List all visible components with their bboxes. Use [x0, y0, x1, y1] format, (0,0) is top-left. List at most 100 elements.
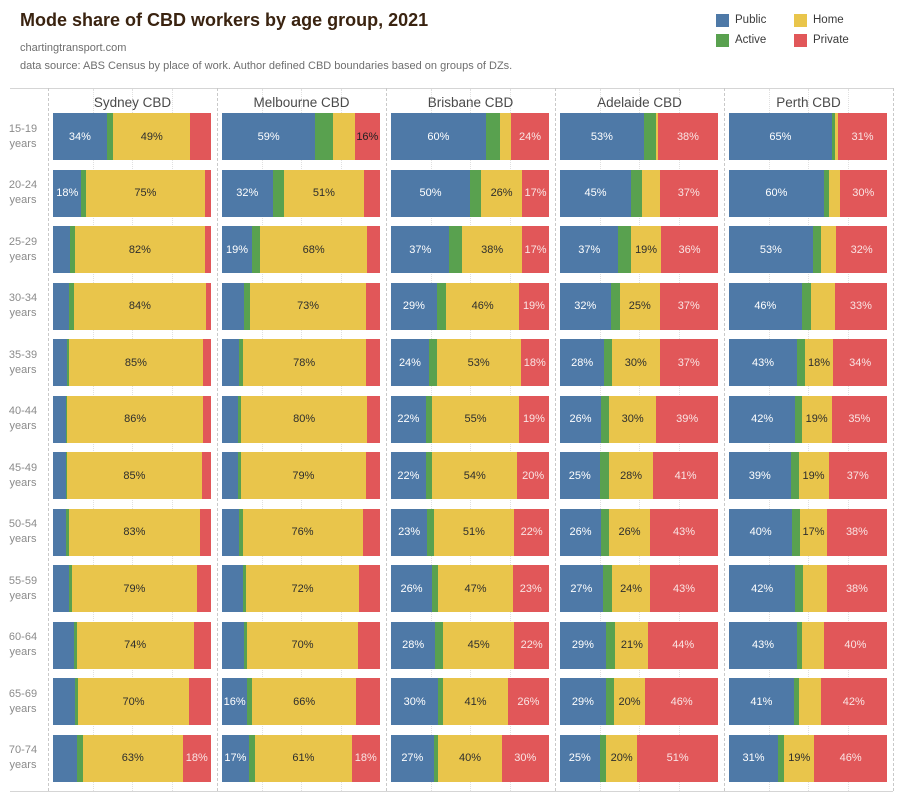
bar-segment-public[interactable]: [53, 452, 66, 499]
bar-segment-private[interactable]: [201, 452, 211, 499]
bar-segment-private[interactable]: [188, 678, 211, 725]
bar-segment-active[interactable]: [106, 113, 114, 160]
bar-segment-private[interactable]: [196, 565, 211, 612]
bar-segment-private[interactable]: 43%: [650, 508, 718, 556]
bar-segment-active[interactable]: [425, 395, 433, 443]
bar-segment-public[interactable]: [222, 395, 238, 443]
bar-segment-public[interactable]: 29%: [560, 621, 606, 669]
bar-segment-home[interactable]: [801, 621, 824, 669]
bar-segment-home[interactable]: 80%: [240, 395, 368, 443]
bar-segment-private[interactable]: 19%: [518, 395, 549, 443]
bar-segment-home[interactable]: 47%: [438, 565, 513, 612]
bar-segment-home[interactable]: 49%: [113, 113, 191, 160]
bar-segment-active[interactable]: [425, 452, 433, 499]
bar-segment-active[interactable]: [73, 621, 77, 669]
bar-segment-public[interactable]: [53, 282, 69, 330]
bar-segment-public[interactable]: 50%: [391, 169, 470, 217]
bar-segment-private[interactable]: [190, 113, 211, 160]
bar-segment-active[interactable]: [470, 169, 482, 217]
bar-segment-public[interactable]: 41%: [729, 678, 794, 725]
bar-segment-private[interactable]: 46%: [814, 734, 887, 782]
bar-segment-public[interactable]: 59%: [222, 113, 316, 160]
bar-segment-home[interactable]: 30%: [612, 339, 660, 386]
bar-segment-private[interactable]: [365, 452, 380, 499]
bar-segment-public[interactable]: [53, 339, 68, 386]
bar-segment-public[interactable]: 23%: [391, 508, 428, 556]
bar-segment-private[interactable]: 18%: [520, 339, 549, 386]
bar-segment-active[interactable]: [801, 282, 812, 330]
bar-segment-private[interactable]: 41%: [653, 452, 718, 499]
bar-segment-active[interactable]: [65, 452, 68, 499]
bar-segment-active[interactable]: [604, 339, 613, 386]
bar-segment-public[interactable]: 17%: [222, 734, 249, 782]
bar-segment-home[interactable]: 26%: [481, 169, 523, 217]
bar-segment-home[interactable]: 72%: [245, 565, 360, 612]
bar-segment-home[interactable]: 79%: [71, 565, 197, 612]
bar-segment-home[interactable]: 25%: [620, 282, 660, 330]
bar-segment-private[interactable]: 37%: [659, 339, 718, 386]
bar-segment-home[interactable]: 26%: [608, 508, 651, 556]
bar-segment-home[interactable]: 20%: [605, 734, 638, 782]
bar-segment-public[interactable]: 32%: [560, 282, 611, 330]
bar-segment-private[interactable]: [364, 169, 380, 217]
bar-segment-active[interactable]: [433, 734, 439, 782]
bar-segment-active[interactable]: [823, 169, 829, 217]
bar-segment-private[interactable]: 17%: [522, 169, 549, 217]
bar-segment-home[interactable]: 21%: [615, 621, 649, 669]
bar-segment-private[interactable]: [362, 508, 380, 556]
bar-segment-active[interactable]: [68, 282, 74, 330]
bar-segment-home[interactable]: [834, 113, 838, 160]
bar-segment-public[interactable]: 39%: [729, 452, 791, 499]
bar-segment-active[interactable]: [67, 339, 69, 386]
bar-segment-active[interactable]: [602, 565, 613, 612]
bar-segment-public[interactable]: [53, 565, 69, 612]
bar-segment-home[interactable]: 17%: [800, 508, 827, 556]
bar-segment-active[interactable]: [436, 282, 447, 330]
bar-segment-private[interactable]: 36%: [661, 226, 718, 273]
bar-segment-home[interactable]: 19%: [631, 226, 662, 273]
bar-segment-active[interactable]: [796, 621, 802, 669]
bar-segment-active[interactable]: [247, 678, 252, 725]
bar-segment-private[interactable]: 22%: [514, 621, 549, 669]
bar-segment-public[interactable]: 46%: [729, 282, 802, 330]
bar-segment-private[interactable]: [193, 621, 211, 669]
bar-segment-home[interactable]: 40%: [438, 734, 502, 782]
bar-segment-home[interactable]: 85%: [68, 339, 204, 386]
bar-segment-private[interactable]: 37%: [659, 282, 718, 330]
bar-segment-active[interactable]: [252, 226, 260, 273]
bar-segment-private[interactable]: 26%: [507, 678, 549, 725]
bar-segment-public[interactable]: 42%: [729, 565, 796, 612]
bar-segment-home[interactable]: 28%: [608, 452, 654, 499]
bar-segment-active[interactable]: [610, 282, 621, 330]
bar-segment-active[interactable]: [605, 678, 614, 725]
bar-segment-private[interactable]: 32%: [836, 226, 887, 273]
bar-segment-active[interactable]: [248, 734, 256, 782]
bar-segment-private[interactable]: 42%: [820, 678, 887, 725]
subtitle-link[interactable]: chartingtransport.com: [20, 42, 127, 54]
bar-segment-active[interactable]: [239, 508, 243, 556]
bar-segment-private[interactable]: 35%: [831, 395, 887, 443]
bar-segment-active[interactable]: [237, 452, 241, 499]
bar-segment-public[interactable]: 26%: [560, 395, 602, 443]
bar-segment-home[interactable]: 55%: [432, 395, 519, 443]
bar-segment-public[interactable]: 26%: [391, 565, 433, 612]
bar-segment-public[interactable]: [222, 508, 240, 556]
bar-segment-public[interactable]: 65%: [729, 113, 832, 160]
bar-segment-home[interactable]: [803, 565, 827, 612]
bar-segment-private[interactable]: 33%: [834, 282, 887, 330]
bar-segment-active[interactable]: [76, 734, 83, 782]
bar-segment-home[interactable]: 41%: [443, 678, 508, 725]
bar-segment-private[interactable]: 20%: [517, 452, 549, 499]
bar-segment-home[interactable]: 70%: [247, 621, 358, 669]
bar-segment-home[interactable]: 24%: [612, 565, 651, 612]
bar-segment-home[interactable]: 53%: [436, 339, 521, 386]
bar-segment-public[interactable]: [53, 734, 77, 782]
bar-segment-private[interactable]: [203, 395, 211, 443]
bar-segment-public[interactable]: [53, 678, 76, 725]
bar-segment-private[interactable]: [199, 508, 211, 556]
bar-segment-public[interactable]: [53, 226, 71, 273]
bar-segment-public[interactable]: 34%: [53, 113, 107, 160]
bar-segment-home[interactable]: 20%: [613, 678, 646, 725]
bar-segment-public[interactable]: 27%: [391, 734, 434, 782]
bar-segment-private[interactable]: 22%: [514, 508, 549, 556]
